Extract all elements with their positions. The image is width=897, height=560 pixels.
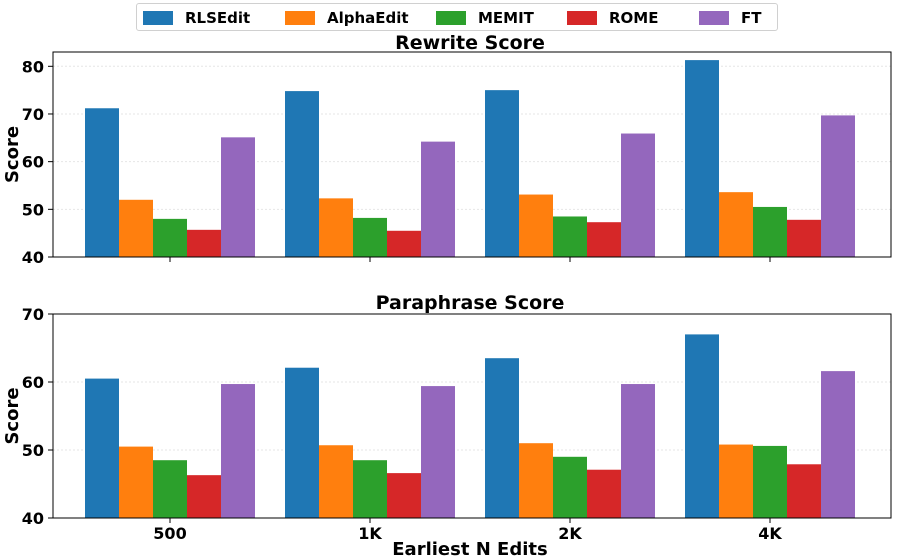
bar-alphaedit-500 xyxy=(119,446,153,518)
y-tick-label: 60 xyxy=(22,373,44,392)
y-tick-label: 50 xyxy=(22,441,44,460)
x-tick-label: 2K xyxy=(558,524,582,543)
legend-item-rlsedit: RLSEdit xyxy=(143,9,250,27)
bar-alphaedit-1k xyxy=(319,445,353,518)
legend-label: RLSEdit xyxy=(185,9,251,27)
bar-memit-500 xyxy=(153,460,187,518)
legend-item-ft: FT xyxy=(699,9,761,27)
bar-alphaedit-4k xyxy=(719,192,753,257)
bar-rome-500 xyxy=(187,475,221,518)
chart-title: Paraphrase Score xyxy=(376,292,565,314)
bar-rlsedit-2k xyxy=(485,90,519,258)
bar-ft-500 xyxy=(221,384,255,518)
bar-alphaedit-1k xyxy=(319,198,353,257)
y-tick-label: 40 xyxy=(22,248,44,267)
chart-legend: RLSEdit AlphaEdit MEMIT ROME FT xyxy=(136,3,778,31)
legend-swatch-ft xyxy=(699,11,729,25)
bar-ft-4k xyxy=(821,371,855,518)
bar-ft-2k xyxy=(621,133,655,257)
bar-memit-2k xyxy=(553,456,587,518)
bar-memit-4k xyxy=(753,445,787,518)
y-axis-label: Score xyxy=(2,387,23,444)
bar-rome-1k xyxy=(387,473,421,518)
bar-ft-500 xyxy=(221,137,255,257)
bar-alphaedit-500 xyxy=(119,199,153,257)
legend-swatch-memit xyxy=(436,11,466,25)
bar-rlsedit-4k xyxy=(685,334,719,518)
bar-rlsedit-1k xyxy=(285,367,319,518)
y-axis-label: Score xyxy=(2,126,23,183)
bar-rome-500 xyxy=(187,229,221,257)
bar-ft-1k xyxy=(421,141,455,257)
bar-ft-1k xyxy=(421,386,455,518)
bar-rome-2k xyxy=(587,222,621,257)
bar-rome-4k xyxy=(787,464,821,518)
legend-label: MEMIT xyxy=(478,9,534,27)
legend-label: AlphaEdit xyxy=(327,9,409,27)
y-tick-label: 70 xyxy=(22,105,44,124)
bar-rlsedit-500 xyxy=(85,108,119,257)
bar-memit-1k xyxy=(353,460,387,518)
bar-rome-1k xyxy=(387,230,421,257)
x-tick-label: 500 xyxy=(153,524,186,543)
chart-title: Rewrite Score xyxy=(395,32,545,54)
legend-swatch-alphaedit xyxy=(285,11,315,25)
bar-memit-500 xyxy=(153,218,187,257)
bar-rome-4k xyxy=(787,219,821,257)
legend-swatch-rome xyxy=(567,11,597,25)
legend-item-rome: ROME xyxy=(567,9,658,27)
y-tick-label: 60 xyxy=(22,153,44,172)
legend-swatch-rlsedit xyxy=(143,11,173,25)
bar-rlsedit-4k xyxy=(685,60,719,258)
legend-item-memit: MEMIT xyxy=(436,9,534,27)
bar-rlsedit-1k xyxy=(285,91,319,258)
y-tick-label: 70 xyxy=(22,305,44,324)
bar-ft-2k xyxy=(621,384,655,518)
bar-rome-2k xyxy=(587,469,621,518)
legend-label: ROME xyxy=(609,9,659,27)
bar-alphaedit-2k xyxy=(519,443,553,518)
axes-frame xyxy=(52,51,892,258)
bar-memit-1k xyxy=(353,217,387,257)
legend-item-alphaedit: AlphaEdit xyxy=(285,9,409,27)
x-tick-label: 1K xyxy=(358,524,382,543)
axes-frame xyxy=(52,313,892,519)
bar-alphaedit-4k xyxy=(719,444,753,518)
y-tick-label: 50 xyxy=(22,200,44,219)
bar-memit-2k xyxy=(553,216,587,257)
x-tick-label: 4K xyxy=(758,524,782,543)
bar-rlsedit-500 xyxy=(85,378,119,518)
bar-alphaedit-2k xyxy=(519,194,553,257)
legend-label: FT xyxy=(741,9,762,27)
y-tick-label: 40 xyxy=(22,509,44,528)
bar-rlsedit-2k xyxy=(485,358,519,518)
x-axis-label: Earliest N Edits xyxy=(392,539,547,560)
y-tick-label: 80 xyxy=(22,57,44,76)
bar-ft-4k xyxy=(821,115,855,257)
bar-memit-4k xyxy=(753,206,787,257)
